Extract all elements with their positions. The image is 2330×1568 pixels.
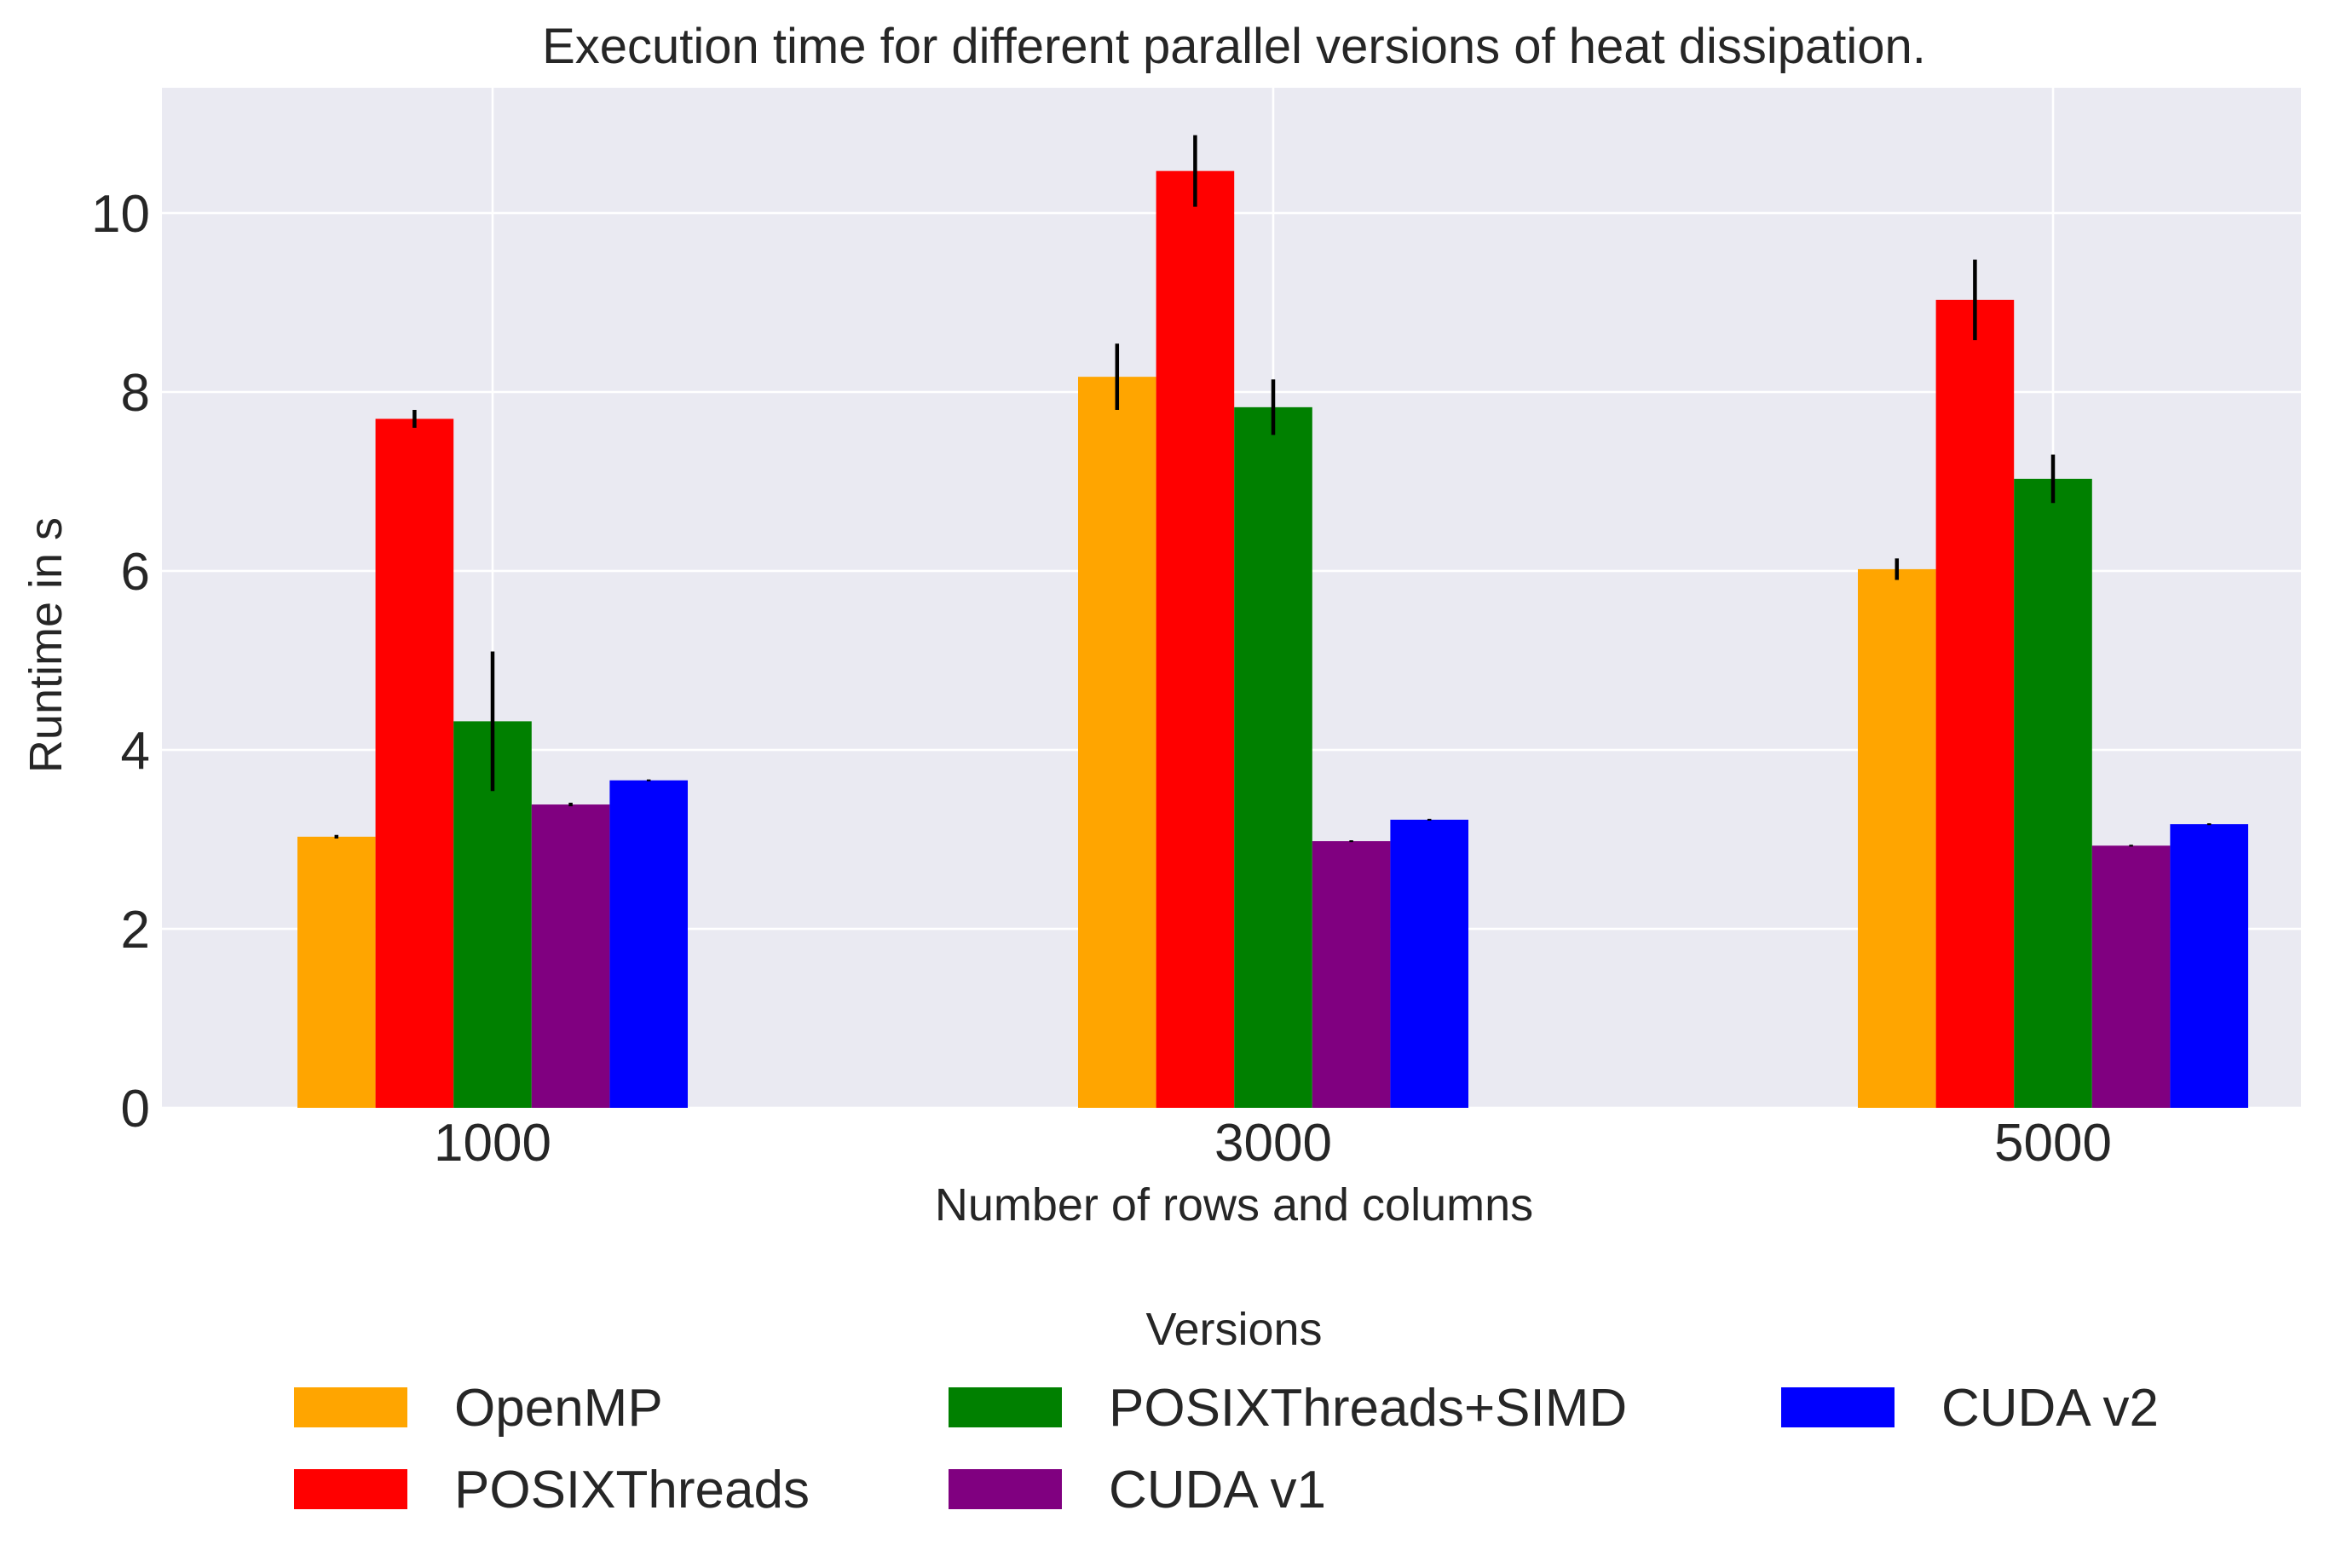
bar <box>1935 299 2015 1109</box>
chart-title: Execution time for different parallel ve… <box>542 19 1926 74</box>
legend-label: CUDA v1 <box>1109 1461 1326 1519</box>
bar <box>1234 406 1312 1109</box>
bar <box>297 836 376 1108</box>
y-axis-label: Runtime in s <box>20 517 72 773</box>
bar <box>2014 478 2092 1108</box>
x-tick-label: 1000 <box>434 1114 551 1173</box>
error-bars <box>334 135 2212 847</box>
y-tick-label: 6 <box>121 543 150 602</box>
bar <box>1858 568 1936 1108</box>
bar <box>531 804 610 1108</box>
bars <box>297 170 2248 1109</box>
y-tick-label: 2 <box>121 901 150 960</box>
x-tick-labels: 1000 3000 5000 <box>434 1114 2112 1173</box>
legend-label: CUDA v2 <box>1941 1379 2159 1438</box>
legend-swatch <box>1781 1387 1895 1427</box>
legend-title: Versions <box>1145 1304 1322 1355</box>
bar <box>1156 170 1235 1108</box>
legend-swatch <box>294 1469 407 1509</box>
legend-label: POSIXThreads+SIMD <box>1109 1379 1627 1438</box>
y-tick-label: 4 <box>121 722 150 781</box>
y-tick-labels: 0 2 4 6 8 10 <box>91 185 150 1139</box>
x-tick-label: 3000 <box>1214 1114 1332 1173</box>
bar <box>609 780 688 1108</box>
legend-label: OpenMP <box>454 1379 663 1438</box>
x-tick-label: 5000 <box>1994 1114 2112 1173</box>
y-tick-label: 10 <box>91 185 150 244</box>
y-tick-label: 8 <box>121 364 150 423</box>
legend-swatch <box>949 1387 1062 1427</box>
legend-label: POSIXThreads <box>454 1461 810 1519</box>
y-tick-label: 0 <box>121 1080 150 1139</box>
bar <box>1390 819 1468 1108</box>
bar <box>2091 845 2171 1108</box>
bar <box>1312 841 1391 1108</box>
legend: Versions OpenMP POSIXThreads POSIXThreads+… <box>294 1304 2159 1519</box>
legend-swatch <box>949 1469 1062 1509</box>
bar <box>375 418 454 1108</box>
legend-swatch <box>294 1387 407 1427</box>
bar <box>1078 377 1156 1108</box>
x-axis-label: Number of rows and columns <box>935 1179 1533 1231</box>
bar <box>2170 824 2248 1108</box>
